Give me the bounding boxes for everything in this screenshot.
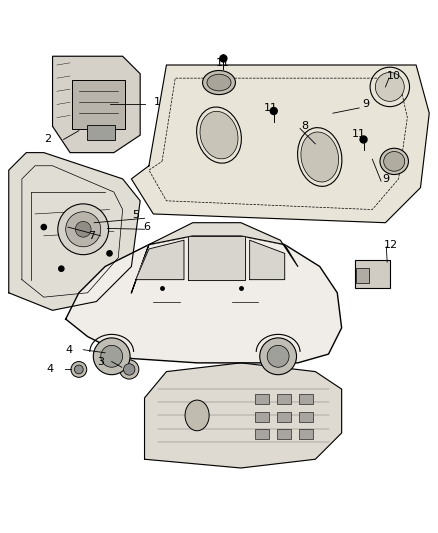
Polygon shape	[131, 65, 429, 223]
Text: 12: 12	[384, 240, 398, 251]
Circle shape	[93, 338, 130, 375]
Circle shape	[106, 344, 122, 360]
Text: 11: 11	[264, 103, 278, 113]
Circle shape	[58, 204, 109, 255]
Polygon shape	[66, 236, 342, 363]
Text: 6: 6	[143, 222, 150, 232]
Text: 7: 7	[88, 231, 95, 241]
Circle shape	[101, 345, 123, 367]
Polygon shape	[136, 240, 184, 280]
FancyBboxPatch shape	[277, 412, 291, 422]
Circle shape	[260, 338, 297, 375]
Text: 1: 1	[154, 97, 161, 107]
FancyBboxPatch shape	[277, 394, 291, 404]
Circle shape	[120, 360, 139, 379]
Ellipse shape	[200, 111, 238, 159]
Polygon shape	[131, 223, 298, 293]
Circle shape	[66, 212, 101, 247]
Ellipse shape	[185, 400, 209, 431]
Polygon shape	[250, 240, 285, 280]
Text: 8: 8	[301, 122, 308, 131]
FancyBboxPatch shape	[355, 260, 390, 288]
Circle shape	[110, 348, 118, 356]
FancyBboxPatch shape	[299, 430, 313, 439]
Circle shape	[220, 55, 227, 62]
Text: 10: 10	[387, 71, 401, 81]
Polygon shape	[9, 152, 140, 310]
Circle shape	[270, 108, 277, 115]
FancyBboxPatch shape	[299, 394, 313, 404]
Circle shape	[124, 364, 135, 375]
Text: 11: 11	[352, 129, 366, 139]
FancyBboxPatch shape	[356, 268, 369, 282]
Text: 4: 4	[66, 345, 73, 355]
Circle shape	[360, 136, 367, 143]
Text: 5: 5	[132, 210, 139, 220]
Text: 9: 9	[382, 174, 389, 184]
Circle shape	[375, 72, 404, 101]
Ellipse shape	[384, 151, 405, 171]
Text: 2: 2	[44, 134, 51, 144]
FancyBboxPatch shape	[255, 430, 269, 439]
Circle shape	[71, 361, 87, 377]
Circle shape	[107, 251, 112, 256]
Polygon shape	[145, 363, 342, 468]
Ellipse shape	[207, 74, 231, 91]
FancyBboxPatch shape	[255, 394, 269, 404]
Ellipse shape	[380, 148, 408, 174]
Circle shape	[59, 266, 64, 271]
Circle shape	[75, 221, 91, 237]
FancyBboxPatch shape	[72, 80, 125, 128]
FancyBboxPatch shape	[255, 412, 269, 422]
FancyBboxPatch shape	[277, 430, 291, 439]
FancyBboxPatch shape	[299, 412, 313, 422]
Text: 9: 9	[362, 100, 369, 109]
Text: 3: 3	[97, 357, 104, 367]
Polygon shape	[53, 56, 140, 152]
Circle shape	[74, 365, 83, 374]
Polygon shape	[188, 236, 245, 280]
Text: 4: 4	[47, 365, 54, 374]
Ellipse shape	[301, 132, 339, 182]
Text: 11: 11	[215, 58, 230, 68]
FancyBboxPatch shape	[87, 125, 115, 140]
Ellipse shape	[202, 70, 236, 94]
Circle shape	[267, 345, 289, 367]
Circle shape	[41, 224, 46, 230]
